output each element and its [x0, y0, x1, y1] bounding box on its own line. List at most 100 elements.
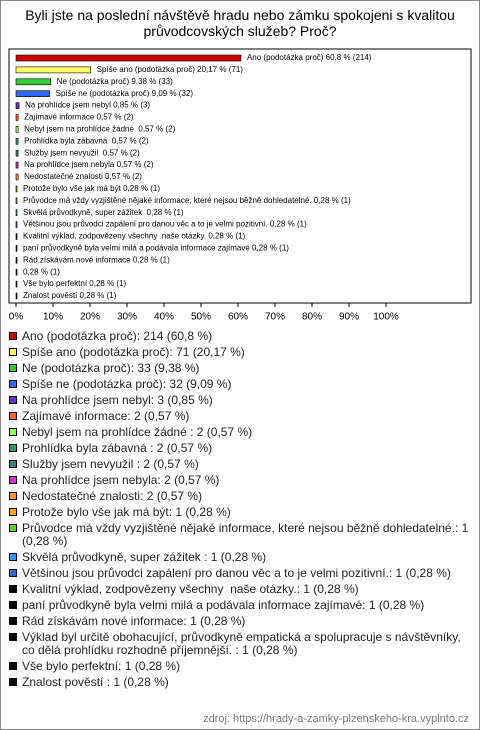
legend-item: Nedostatečné znalosti: 2 (0,57 %) — [9, 490, 471, 503]
x-tick-label: 90% — [339, 312, 359, 323]
value-label: Rád získávám nové informace 0,28 % (1) — [23, 255, 170, 264]
legend-item: Výklad byl určitě obohacující, průvodkyn… — [9, 631, 471, 657]
bar — [15, 102, 20, 109]
legend-swatch — [9, 364, 17, 372]
bar — [15, 209, 18, 216]
value-label: Ano (podotázka proč) 60,8 % (214) — [247, 53, 372, 62]
legend-item: Na prohlídce jsem nebyla: 2 (0,57 %) — [9, 474, 471, 487]
legend-label: Vše bylo perfektní: 1 (0,28 %) — [22, 659, 181, 673]
legend-swatch — [9, 348, 17, 356]
legend-item: paní průvodkyně byla velmi milá a podáva… — [9, 599, 471, 612]
value-label: Kvalitní výklad, zodpovězeny všechny naš… — [23, 232, 246, 241]
legend-label: Skvělá průvodkyně, super zážitek : 1 (0,… — [22, 550, 267, 564]
legend-swatch — [9, 412, 17, 420]
legend-item: Na prohlídce jsem nebyl: 3 (0,85 %) — [9, 394, 471, 407]
x-tick-label: 60% — [228, 312, 248, 323]
legend-label: Prohlídka byla zábavná : 2 (0,57 %) — [22, 441, 213, 455]
bar — [15, 185, 18, 193]
legend-swatch — [9, 662, 17, 670]
legend-label: Nedostatečné znalosti: 2 (0,57 %) — [22, 489, 203, 503]
bar — [15, 197, 18, 205]
value-label: Většinou jsou průvodci zapálení pro dano… — [23, 220, 307, 229]
legend-swatch — [9, 332, 17, 340]
value-label: Zajímavé informace 0,57 % (2) — [24, 113, 134, 122]
legend-swatch — [9, 633, 17, 641]
legend-label: Znalost pověstí : 1 (0,28 %) — [22, 675, 169, 689]
legend-swatch — [9, 396, 17, 404]
x-tick-label: 30% — [117, 312, 137, 323]
legend-swatch — [9, 569, 17, 577]
x-tick-label: 50% — [191, 312, 211, 323]
legend-item: Spíše ano (podotázka proč): 71 (20,17 %) — [9, 346, 471, 359]
legend-swatch — [9, 428, 17, 436]
bar — [15, 221, 18, 228]
legend-item: Ne (podotázka proč): 33 (9,38 %) — [9, 362, 471, 375]
value-label: Skvělá průvodkyně, super zážitek 0,28 % … — [23, 208, 184, 217]
legend-label: Kvalitní výklad, zodpovězeny všechny naš… — [22, 582, 359, 596]
legend-item: Zajímavé informace: 2 (0,57 %) — [9, 410, 471, 423]
legend-item: Ano (podotázka proč): 214 (60,8 %) — [9, 330, 471, 343]
legend-item: Průvodce má vždy vyzjištěné nějaké infor… — [9, 522, 471, 548]
legend-label: Spíše ne (podotázka proč): 32 (9,09 %) — [22, 377, 232, 391]
bar — [15, 114, 19, 121]
legend-swatch — [9, 678, 17, 686]
legend-label: Protože bylo vše jak má být: 1 (0,28 %) — [22, 505, 231, 519]
bar — [15, 161, 19, 169]
legend-label: Většinou jsou průvodci zapálení pro dano… — [22, 566, 451, 580]
legend-label: Na prohlídce jsem nebyla: 2 (0,57 %) — [22, 473, 220, 487]
legend-label: Spíše ano (podotázka proč): 71 (20,17 %) — [22, 345, 245, 359]
legend-label: Na prohlídce jsem nebyl: 3 (0,85 %) — [22, 393, 213, 407]
chart-title: Byli jste na poslední návštěvě hradu neb… — [25, 7, 455, 39]
legend-label: paní průvodkyně byla velmi milá a podáva… — [22, 598, 425, 612]
bar — [15, 90, 50, 97]
bar — [15, 126, 19, 133]
legend-item: Většinou jsou průvodci zapálení pro dano… — [9, 567, 471, 580]
value-label: Vše bylo perfektní 0,28 % (1) — [23, 279, 127, 288]
value-label: Průvodce má vždy vyzjištěné nějaké infor… — [23, 196, 351, 205]
legend-item: Rád získávám nové informace: 1 (0,28 %) — [9, 615, 471, 628]
value-label: Spíše ne (podotázka proč) 9,09 % (32) — [56, 89, 194, 98]
bar — [15, 173, 19, 181]
legend-item: Nebyl jsem na prohlídce žádné : 2 (0,57 … — [9, 426, 471, 439]
legend-item: Protože bylo vše jak má být: 1 (0,28 %) — [9, 506, 471, 519]
legend-item: Kvalitní výklad, zodpovězeny všechny naš… — [9, 583, 471, 596]
legend-label: Nebyl jsem na prohlídce žádné : 2 (0,57 … — [22, 425, 253, 439]
legend-label: Služby jsem nevyužil : 2 (0,57 %) — [22, 457, 199, 471]
x-tick-label: 10% — [43, 312, 63, 323]
legend-swatch — [9, 601, 17, 609]
x-tick-label: 100% — [373, 312, 399, 323]
value-label: Ne (podotázka proč) 9,38 % (33) — [57, 77, 173, 86]
bar — [15, 138, 19, 145]
legend-item: Spíše ne (podotázka proč): 32 (9,09 %) — [9, 378, 471, 391]
legend-label: Rád získávám nové informace: 1 (0,28 %) — [22, 614, 246, 628]
legend-label: Výklad byl určitě obohacující, průvodkyn… — [22, 630, 465, 657]
legend-label: Zajímavé informace: 2 (0,57 %) — [22, 409, 190, 423]
bar — [15, 233, 18, 240]
value-label: Znalost pověstí 0,28 % (1) — [23, 291, 117, 300]
legend-swatch — [9, 476, 17, 484]
x-tick-label: 70% — [265, 312, 285, 323]
x-tick-label: 20% — [80, 312, 100, 323]
bar — [15, 280, 18, 288]
x-tick-label: 40% — [154, 312, 174, 323]
legend-item: Prohlídka byla zábavná : 2 (0,57 %) — [9, 442, 471, 455]
value-label: Na prohlídce jsem nebyla 0,57 % (2) — [24, 160, 154, 169]
legend-swatch — [9, 492, 17, 500]
legend-swatch — [9, 508, 17, 516]
legend-item: Vše bylo perfektní: 1 (0,28 %) — [9, 660, 471, 673]
bar — [15, 268, 18, 276]
value-label: Služby jsem nevyužil 0,57 % (2) — [24, 148, 140, 157]
bar — [15, 78, 52, 86]
value-label: Spíše ano (podotázka proč) 20,17 % (71) — [97, 65, 244, 74]
value-label: Na prohlídce jsem nebyl 0,85 % (3) — [25, 101, 150, 110]
legend-label: Ano (podotázka proč): 214 (60,8 %) — [22, 329, 213, 343]
legend: Ano (podotázka proč): 214 (60,8 %) Spíše … — [9, 330, 471, 692]
legend-swatch — [9, 380, 17, 388]
x-tick-label: 0% — [9, 312, 24, 323]
value-label: 0,28 % (1) — [23, 267, 60, 276]
value-label: Protože bylo vše jak má být 0,28 % (1) — [23, 184, 160, 193]
legend-item: Služby jsem nevyužil : 2 (0,57 %) — [9, 458, 471, 471]
bar — [15, 66, 91, 74]
bar — [15, 245, 18, 252]
